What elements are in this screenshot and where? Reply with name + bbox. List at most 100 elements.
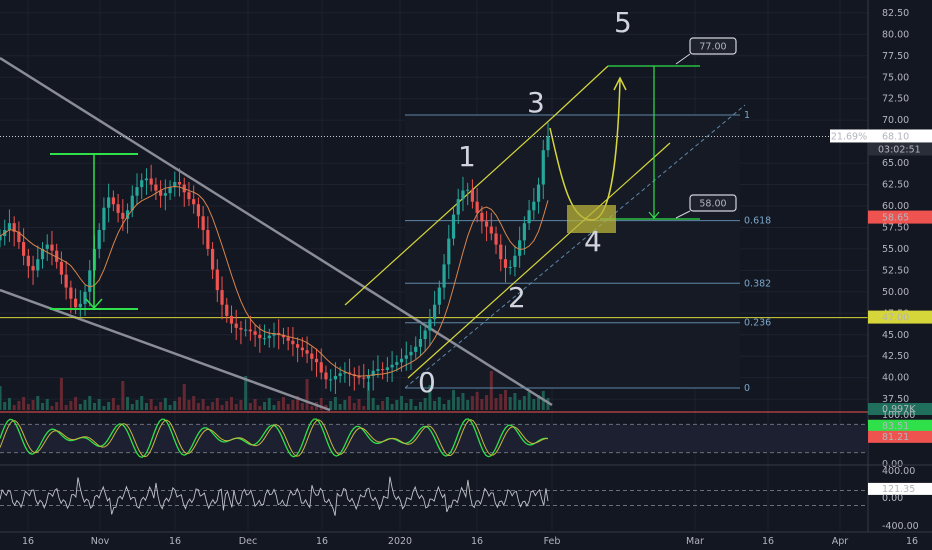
channel-lower xyxy=(407,142,671,379)
volume-bar xyxy=(12,405,16,410)
volume-bar xyxy=(74,397,78,410)
volume-bar xyxy=(135,400,139,410)
volume-bar xyxy=(149,399,153,410)
candle xyxy=(154,184,158,191)
time-tick-label: 16 xyxy=(316,536,328,547)
downtrend-line-upper xyxy=(0,56,553,407)
candle xyxy=(17,231,21,243)
volume-bar xyxy=(437,397,441,410)
moving-average xyxy=(0,185,549,377)
price-tick-label: 57.50 xyxy=(882,222,909,233)
volume-bar xyxy=(126,397,130,410)
volume-badge-label: 0.997K xyxy=(882,404,916,415)
volume-bar xyxy=(225,401,229,410)
volume-bar xyxy=(22,397,26,410)
candle xyxy=(484,221,489,227)
candle xyxy=(201,216,205,231)
cci-latest-label: 121.35 xyxy=(882,484,915,495)
candle xyxy=(522,223,526,241)
price-tick-label: 80.00 xyxy=(882,29,909,40)
wave-label-4: 4 xyxy=(584,225,602,258)
candle xyxy=(371,370,375,376)
volume-bar xyxy=(239,400,243,410)
time-tick-label: Feb xyxy=(544,536,561,547)
volume-bar xyxy=(480,399,484,410)
projection-arrow-head xyxy=(648,211,660,219)
cci-tick-label: -400.00 xyxy=(882,521,919,532)
target-high-callout-box xyxy=(689,37,737,55)
candle xyxy=(333,375,338,380)
channel-upper xyxy=(344,116,554,306)
volume-bar xyxy=(83,400,87,410)
volume-bar xyxy=(333,397,337,410)
fib-diagonal xyxy=(404,104,746,389)
candle xyxy=(78,303,82,308)
volume-bar xyxy=(41,403,45,410)
volume-bar xyxy=(17,401,21,410)
volume-bar xyxy=(196,403,200,410)
candle xyxy=(518,240,522,256)
time-tick-label: 16 xyxy=(762,536,774,547)
candle xyxy=(267,335,271,339)
volume-bar xyxy=(116,405,120,410)
volume-bar xyxy=(55,402,59,410)
volume-bar xyxy=(329,401,333,410)
candle xyxy=(192,199,196,205)
target-high-callout-label: 77.00 xyxy=(699,42,726,53)
candle xyxy=(210,248,215,270)
cci-tick-label: 400.00 xyxy=(882,466,915,477)
volume-bar xyxy=(173,401,177,410)
volume-bar xyxy=(111,398,115,410)
volume-bar xyxy=(300,403,304,410)
volume-bar xyxy=(522,396,526,410)
volume-bar xyxy=(178,397,182,410)
candle xyxy=(480,212,484,222)
volume-bar xyxy=(319,398,323,410)
target-low-callout-label: 58.00 xyxy=(699,199,726,210)
candle xyxy=(423,330,427,340)
candle xyxy=(22,242,26,256)
oscillator-signal xyxy=(0,419,549,458)
volume-bar xyxy=(31,400,35,410)
volume-bar xyxy=(470,396,474,410)
candle xyxy=(418,339,423,347)
time-tick-label: Mar xyxy=(686,536,704,547)
volume-bar xyxy=(357,399,361,410)
volume-bar xyxy=(494,398,498,410)
price-tick-label: 60.00 xyxy=(882,201,909,212)
candle xyxy=(437,287,441,305)
candle xyxy=(499,244,503,260)
osc-band xyxy=(0,424,868,453)
volume-bar xyxy=(310,406,314,410)
volume-bar xyxy=(452,390,456,410)
measure-arrow-head xyxy=(85,298,103,310)
fib-level-label: 0.382 xyxy=(744,278,771,289)
fib-level-label: 0.618 xyxy=(744,216,771,227)
volume-bar xyxy=(187,400,191,410)
target-low-callout-box xyxy=(689,194,737,212)
candle xyxy=(121,212,125,219)
volume-bar xyxy=(286,404,290,410)
candle xyxy=(381,369,385,371)
price-tick-label: 77.50 xyxy=(882,51,909,62)
candle xyxy=(329,379,333,381)
candle xyxy=(177,181,182,185)
candle xyxy=(234,323,238,328)
volume-bar xyxy=(281,397,285,410)
candle xyxy=(385,367,389,370)
volume-bar xyxy=(381,401,385,410)
volume-bar xyxy=(229,397,233,410)
volume-bar xyxy=(503,390,507,410)
target-low-callout-leader xyxy=(675,210,691,219)
candle xyxy=(97,230,101,249)
volume-bar xyxy=(475,392,479,410)
volume-bar xyxy=(366,382,370,410)
fib-level-label: 0.236 xyxy=(744,318,771,329)
osc-latest-badge-bg xyxy=(868,419,932,432)
projected-path-arrow xyxy=(613,76,627,91)
volume-bar xyxy=(215,398,219,410)
volume-bar xyxy=(433,401,437,410)
candle xyxy=(239,327,243,330)
